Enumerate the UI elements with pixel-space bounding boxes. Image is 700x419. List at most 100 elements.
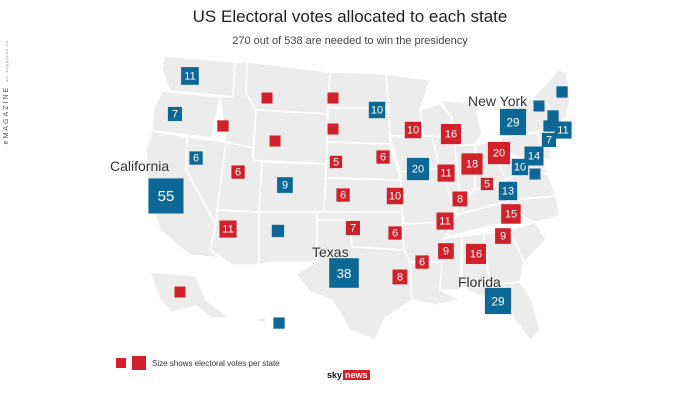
state-shape-mt bbox=[245, 61, 331, 115]
square-ne bbox=[329, 155, 343, 169]
square-ny bbox=[499, 108, 527, 136]
square-de bbox=[529, 168, 541, 180]
votes-label-tn: 11 bbox=[439, 216, 450, 228]
votes-label-az: 11 bbox=[222, 224, 233, 236]
square-ma bbox=[554, 121, 572, 139]
legend-large-square bbox=[132, 356, 146, 370]
square-md bbox=[511, 158, 529, 176]
square-ia bbox=[376, 150, 390, 164]
square-nh bbox=[547, 110, 559, 122]
state-square-md: 10 bbox=[511, 158, 529, 176]
square-wi bbox=[404, 121, 422, 139]
state-shape-hi bbox=[257, 317, 267, 323]
state-square-ma: 11 bbox=[554, 121, 572, 139]
legend-small-square bbox=[116, 358, 126, 368]
votes-label-wv: 5 bbox=[484, 179, 490, 191]
brand-news: news bbox=[343, 370, 370, 380]
square-in bbox=[437, 164, 455, 182]
state-square-sd bbox=[327, 123, 339, 135]
state-square-wy bbox=[269, 135, 281, 147]
state-square-va: 13 bbox=[498, 181, 518, 201]
state-square-or: 7 bbox=[167, 106, 182, 121]
votes-label-md: 10 bbox=[514, 162, 526, 174]
votes-label-nv: 6 bbox=[193, 153, 199, 165]
state-square-hi bbox=[273, 317, 285, 329]
state-square-al: 9 bbox=[438, 243, 454, 259]
state-square-la: 8 bbox=[392, 269, 408, 285]
legend-text: Size shows electoral votes per state bbox=[152, 358, 280, 368]
state-square-ak bbox=[174, 286, 186, 298]
square-il bbox=[406, 157, 430, 181]
votes-label-ny: 29 bbox=[506, 116, 519, 130]
state-square-wv: 5 bbox=[480, 177, 494, 191]
square-me bbox=[556, 86, 568, 98]
votes-label-al: 9 bbox=[443, 246, 449, 258]
state-shape-or bbox=[151, 90, 221, 139]
state-square-il: 20 bbox=[406, 157, 430, 181]
state-shape-nm bbox=[258, 211, 318, 266]
label-texas: Texas bbox=[312, 244, 349, 260]
state-square-mn: 10 bbox=[368, 101, 386, 119]
votes-label-ct: 7 bbox=[546, 135, 552, 147]
state-square-ga: 16 bbox=[465, 243, 486, 264]
votes-label-ca: 55 bbox=[158, 188, 175, 205]
square-ca bbox=[148, 178, 184, 214]
square-nc bbox=[501, 204, 521, 224]
square-pa bbox=[487, 141, 511, 165]
votes-label-oh: 18 bbox=[466, 159, 478, 171]
votes-label-wi: 10 bbox=[407, 125, 419, 137]
state-square-mi: 16 bbox=[440, 124, 461, 145]
votes-label-ky: 8 bbox=[457, 194, 463, 206]
state-square-vt bbox=[533, 100, 545, 112]
square-oh bbox=[461, 153, 483, 175]
square-az bbox=[219, 220, 237, 238]
votes-label-ar: 6 bbox=[392, 228, 398, 240]
square-nm bbox=[271, 224, 285, 238]
votes-label-la: 8 bbox=[397, 272, 403, 284]
state-shape-wy bbox=[252, 109, 329, 165]
state-square-tn: 11 bbox=[436, 212, 454, 230]
map-title: US Electoral votes allocated to each sta… bbox=[192, 7, 508, 26]
square-tn bbox=[436, 212, 454, 230]
state-square-me bbox=[556, 86, 568, 98]
square-mn bbox=[368, 101, 386, 119]
state-square-ms: 6 bbox=[415, 255, 429, 269]
votes-label-wa: 11 bbox=[184, 71, 195, 83]
square-sd bbox=[327, 123, 339, 135]
state-square-de bbox=[529, 168, 541, 180]
state-square-mt bbox=[261, 92, 273, 104]
square-or bbox=[167, 106, 182, 121]
square-ky bbox=[452, 191, 468, 207]
votes-label-ne: 5 bbox=[333, 157, 339, 169]
state-square-az: 11 bbox=[219, 220, 237, 238]
votes-label-nc: 15 bbox=[505, 209, 517, 221]
square-id bbox=[217, 120, 229, 132]
votes-label-mn: 10 bbox=[371, 105, 383, 117]
state-square-sc: 9 bbox=[495, 228, 511, 244]
square-mt bbox=[261, 92, 273, 104]
square-vt bbox=[533, 100, 545, 112]
state-square-nm bbox=[271, 224, 285, 238]
square-ct bbox=[541, 132, 556, 147]
square-al bbox=[438, 243, 454, 259]
square-wv bbox=[480, 177, 494, 191]
state-square-wi: 10 bbox=[404, 121, 422, 139]
state-square-co: 9 bbox=[277, 177, 293, 193]
votes-label-va: 13 bbox=[502, 186, 514, 198]
square-nv bbox=[189, 151, 203, 165]
square-ga bbox=[465, 243, 486, 264]
state-square-ks: 6 bbox=[336, 188, 350, 202]
state-square-id bbox=[217, 120, 229, 132]
state-square-mo: 10 bbox=[386, 187, 404, 205]
votes-label-il: 20 bbox=[412, 164, 424, 176]
state-shape-sc bbox=[509, 221, 547, 264]
votes-label-nj: 14 bbox=[528, 151, 540, 163]
state-square-ne: 5 bbox=[329, 155, 343, 169]
votes-label-ms: 6 bbox=[419, 257, 425, 269]
state-square-ia: 6 bbox=[376, 150, 390, 164]
state-square-wa: 11 bbox=[181, 67, 199, 85]
state-square-nd bbox=[327, 92, 339, 104]
label-california: California bbox=[110, 158, 169, 174]
electoral-squares-layer: 11 7 55 6 6 11 9 5 6 7 38 10 6 10 6 8 10 20 16 11 18 8 11 6 9 16 2… bbox=[148, 67, 572, 329]
